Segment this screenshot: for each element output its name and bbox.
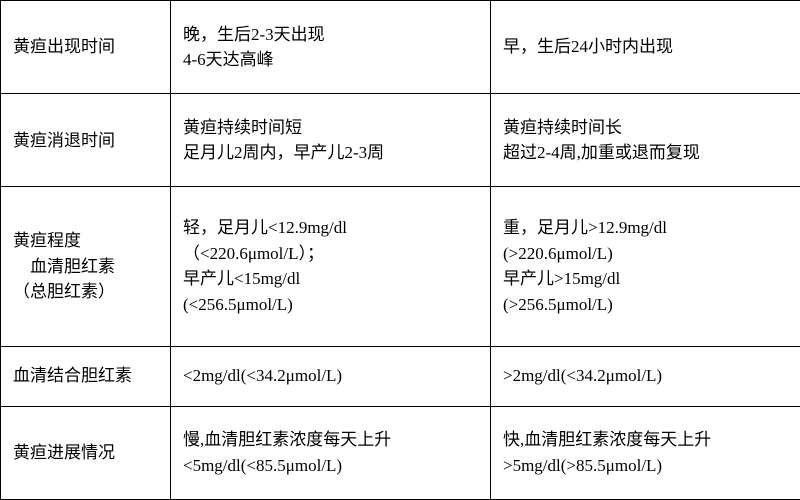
row-col3: 早，生后24小时内出现 [491, 1, 800, 94]
table-row: 黄疸程度 血清胆红素 （总胆红素） 轻，足月儿<12.9mg/dl （<220.… [1, 187, 800, 346]
cell-text: 重，足月儿>12.9mg/dl [503, 215, 788, 241]
cell-text: <5mg/dl(<85.5μmol/L) [183, 453, 478, 479]
row-label: 黄疸出现时间 [1, 1, 171, 94]
row-label: 黄疸程度 血清胆红素 （总胆红素） [1, 187, 171, 346]
table-row: 黄疸消退时间 黄疸持续时间短 足月儿2周内，早产儿2-3周 黄疸持续时间长 超过… [1, 94, 800, 187]
label-text: 黄疸消退时间 [13, 128, 158, 154]
cell-text: >5mg/dl(>85.5μmol/L) [503, 453, 788, 479]
cell-text: 黄疸持续时间短 [183, 115, 478, 141]
row-label: 黄疸消退时间 [1, 94, 171, 187]
table-row: 血清结合胆红素 <2mg/dl(<34.2μmol/L) >2mg/dl(<34… [1, 346, 800, 406]
cell-text: 4-6天达高峰 [183, 47, 478, 73]
cell-text: （<220.6μmol/L）； [183, 241, 478, 267]
row-col2: <2mg/dl(<34.2μmol/L) [171, 346, 491, 406]
cell-text: (<256.5μmol/L) [183, 292, 478, 318]
table-row: 黄疸进展情况 慢,血清胆红素浓度每天上升 <5mg/dl(<85.5μmol/L… [1, 406, 800, 499]
cell-text: 早产儿>15mg/dl [503, 266, 788, 292]
row-col2: 慢,血清胆红素浓度每天上升 <5mg/dl(<85.5μmol/L) [171, 406, 491, 499]
cell-text: 快,血清胆红素浓度每天上升 [503, 427, 788, 453]
jaundice-comparison-table: 黄疸出现时间 晚，生后2-3天出现 4-6天达高峰 早，生后24小时内出现 黄疸… [0, 0, 800, 500]
cell-text: 黄疸持续时间长 [503, 115, 788, 141]
label-text: 黄疸进展情况 [13, 440, 158, 466]
row-col3: 黄疸持续时间长 超过2-4周,加重或退而复现 [491, 94, 800, 187]
row-label: 黄疸进展情况 [1, 406, 171, 499]
row-col3: 快,血清胆红素浓度每天上升 >5mg/dl(>85.5μmol/L) [491, 406, 800, 499]
row-col2: 晚，生后2-3天出现 4-6天达高峰 [171, 1, 491, 94]
cell-text: 轻，足月儿<12.9mg/dl [183, 215, 478, 241]
cell-text: 足月儿2周内，早产儿2-3周 [183, 140, 478, 166]
row-col3: >2mg/dl(<34.2μmol/L) [491, 346, 800, 406]
label-text: （总胆红素） [13, 279, 158, 305]
cell-text: <2mg/dl(<34.2μmol/L) [183, 363, 478, 389]
row-label: 血清结合胆红素 [1, 346, 171, 406]
table-body: 黄疸出现时间 晚，生后2-3天出现 4-6天达高峰 早，生后24小时内出现 黄疸… [1, 1, 800, 500]
cell-text: 早，生后24小时内出现 [503, 34, 788, 60]
row-col3: 重，足月儿>12.9mg/dl (>220.6μmol/L) 早产儿>15mg/… [491, 187, 800, 346]
table-row: 黄疸出现时间 晚，生后2-3天出现 4-6天达高峰 早，生后24小时内出现 [1, 1, 800, 94]
label-text: 黄疸程度 [13, 228, 158, 254]
cell-text: 慢,血清胆红素浓度每天上升 [183, 427, 478, 453]
cell-text: 早产儿<15mg/dl [183, 266, 478, 292]
row-col2: 轻，足月儿<12.9mg/dl （<220.6μmol/L）； 早产儿<15mg… [171, 187, 491, 346]
label-text: 血清胆红素 [13, 254, 158, 280]
cell-text: 超过2-4周,加重或退而复现 [503, 140, 788, 166]
row-col2: 黄疸持续时间短 足月儿2周内，早产儿2-3周 [171, 94, 491, 187]
label-text: 黄疸出现时间 [13, 34, 158, 60]
cell-text: (>220.6μmol/L) [503, 241, 788, 267]
label-text: 血清结合胆红素 [13, 363, 158, 389]
cell-text: (>256.5μmol/L) [503, 292, 788, 318]
cell-text: 晚，生后2-3天出现 [183, 22, 478, 48]
cell-text: >2mg/dl(<34.2μmol/L) [503, 363, 788, 389]
